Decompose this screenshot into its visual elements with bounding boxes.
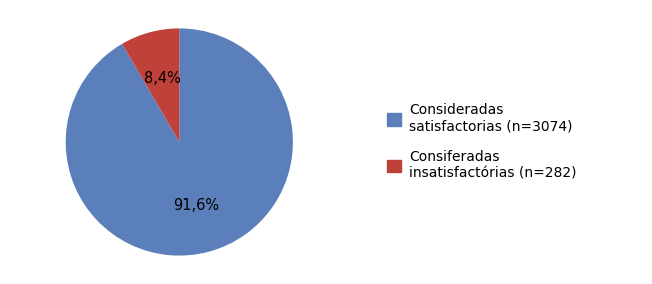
Wedge shape	[66, 28, 293, 256]
Legend: Consideradas
satisfactorias (n=3074), Consiferadas
insatisfactórias (n=282): Consideradas satisfactorias (n=3074), Co…	[380, 97, 584, 187]
Wedge shape	[122, 28, 179, 142]
Text: 8,4%: 8,4%	[143, 71, 181, 86]
Text: 91,6%: 91,6%	[173, 198, 220, 213]
